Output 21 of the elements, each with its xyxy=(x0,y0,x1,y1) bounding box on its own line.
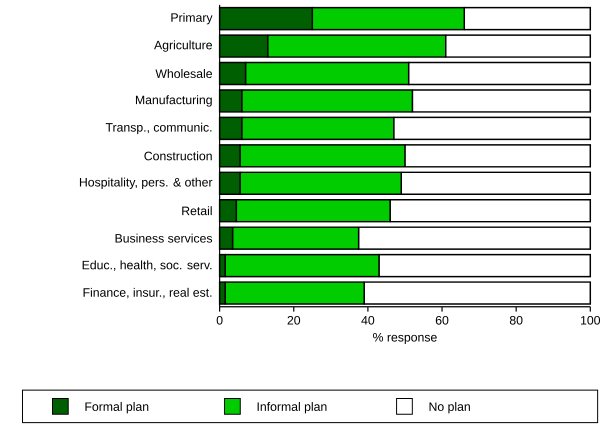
y-tick-label: Hospitality, pers. & other xyxy=(80,178,212,190)
y-tick-label: Educ., health, soc. serv. xyxy=(82,260,212,271)
legend-label: Formal plan xyxy=(85,402,148,414)
y-tick-label: Agriculture xyxy=(154,40,212,52)
y-tick-label: Construction xyxy=(144,152,212,161)
y-tick-label: Retail xyxy=(182,206,212,216)
x-tick-label: 60 xyxy=(436,316,448,325)
legend-label: No plan xyxy=(430,402,470,414)
y-tick-label: Transp., communic. xyxy=(106,122,212,134)
x-axis-title: % response xyxy=(373,333,437,344)
x-tick-label: 80 xyxy=(510,316,522,325)
x-tick-label: 0 xyxy=(216,316,223,325)
x-tick-label: 40 xyxy=(361,316,374,325)
x-tick-label: 100 xyxy=(581,316,600,325)
x-tick-label: 20 xyxy=(288,316,300,325)
y-tick-label: Wholesale xyxy=(155,69,212,78)
y-tick-label: Primary xyxy=(171,13,213,25)
y-tick-label: Manufacturing xyxy=(136,95,212,107)
y-tick-label: Business services xyxy=(116,234,212,243)
legend-label: Informal plan xyxy=(258,402,326,414)
y-tick-label: Finance, insur., real est. xyxy=(84,288,212,298)
